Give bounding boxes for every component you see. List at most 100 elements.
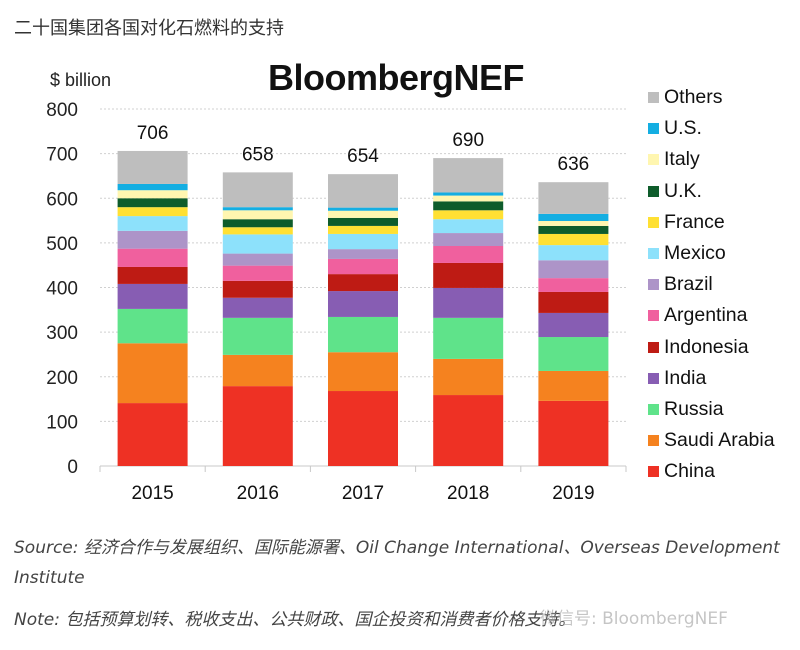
legend-item: Saudi Arabia [648,425,775,456]
x-tick-label: 2019 [552,483,594,504]
bar-segment-mexico [538,245,609,261]
bar-segment-mexico [328,233,398,250]
y-tick-label: 500 [46,234,78,255]
y-axis-label: $ billion [50,70,112,90]
bar-segment-france [538,233,609,246]
bar-segment-others [222,172,293,208]
legend-swatch [648,466,659,478]
legend-label: Others [664,86,723,109]
bar-segment-indonesia [222,280,293,298]
legend-item: France [648,207,775,238]
bar-segment-brazil [433,233,504,246]
legend-item: Others [648,82,775,113]
x-tick-label: 2016 [237,483,279,504]
legend-swatch [648,279,659,291]
bar-segment-china [222,386,293,466]
bar-segment-u-k [538,225,609,234]
legend-item: Argentina [648,300,775,331]
legend-item: India [648,363,775,394]
legend-label: Italy [664,148,700,171]
legend-swatch [648,372,659,384]
bar-segment-france [328,225,398,234]
bar-segment-u-s [222,207,293,211]
legend-label: Mexico [664,242,726,265]
legend-label: China [664,460,715,483]
bar-segment-brazil [117,230,188,249]
bar-segment-argentina [328,258,398,275]
bar-segment-france [433,210,504,220]
legend-item: U.S. [648,113,775,144]
y-tick-label: 600 [46,189,78,210]
page-title: 二十国集团各国对化石燃料的支持 [14,18,284,39]
legend-label: U.K. [664,179,702,202]
bar-segment-argentina [433,245,504,263]
bar-segment-saudi-arabia [433,358,504,396]
chart-legend: Others U.S. Italy U.K. France Mexico Brazil Arg… [648,82,775,487]
x-tick-label: 2017 [342,483,384,504]
bar-segment-brazil [328,249,398,259]
bar-segment-argentina [538,278,609,292]
stacked-bar-chart: 0 100 200 300 400 500 600 700 800 706 2015 658 2016 6… [46,100,627,504]
bar-segment-italy [222,210,293,220]
bar-segment-u-s [433,192,504,196]
bar-segment-brazil [538,260,609,279]
legend-item: Russia [648,394,775,425]
legend-item: Brazil [648,269,775,300]
legend-label: Indonesia [664,335,749,358]
legend-swatch [648,310,659,322]
bar-segment-argentina [222,265,293,281]
bar-total-label: 706 [137,123,169,144]
bar-segment-india [538,312,609,338]
source-note: Source: 经济合作与发展组织、国际能源署、Oil Change Inter… [14,538,780,588]
y-tick-label: 700 [46,145,78,166]
bar-segment-china [328,391,398,466]
legend-item: China [648,456,775,487]
bar-segment-mexico [117,216,188,231]
bar-segment-indonesia [433,262,504,288]
y-tick-label: 0 [67,457,78,478]
legend-swatch [648,248,659,260]
legend-label: Saudi Arabia [664,429,775,452]
bar-segment-u-k [117,198,188,208]
legend-label: France [664,210,725,233]
y-tick-label: 100 [46,412,78,433]
bar-segment-others [433,158,504,193]
bar-segment-india [222,297,293,318]
legend-swatch [648,154,659,166]
bar-segment-india [117,283,188,309]
bar-segment-indonesia [117,266,188,284]
x-tick-label: 2018 [447,483,489,504]
x-tick-label: 2015 [131,483,173,504]
bar-segment-u-k [328,217,398,226]
bar-segment-others [117,150,188,184]
y-tick-label: 800 [46,100,78,121]
legend-swatch [648,435,659,447]
bar-segment-russia [538,337,609,371]
bar-segment-argentina [117,248,188,267]
legend-item: Italy [648,144,775,175]
bar-segment-u-s [538,213,609,222]
watermark: 微信号: BloombergNEF [540,609,728,629]
y-tick-label: 400 [46,279,78,300]
bar-segment-india [433,287,504,318]
y-tick-label: 300 [46,323,78,344]
bar-segment-russia [222,317,293,355]
bar-segment-france [117,207,188,217]
bar-total-label: 690 [452,130,484,151]
legend-label: Russia [664,397,724,420]
bar-segment-russia [328,316,398,353]
brand-logo: BloombergNEF [268,57,525,98]
bar-segment-u-s [117,183,188,191]
bar-segment-india [328,291,398,317]
bar-segment-china [117,403,188,466]
bar-segment-brazil [222,253,293,266]
legend-swatch [648,185,659,197]
bar-segment-saudi-arabia [222,354,293,387]
legend-label: U.S. [664,117,702,140]
legend-label: India [664,366,707,389]
legend-item: Indonesia [648,332,775,363]
legend-swatch [648,403,659,415]
legend-label: Brazil [664,273,713,296]
legend-item: Mexico [648,238,775,269]
bar-segment-others [538,182,609,214]
